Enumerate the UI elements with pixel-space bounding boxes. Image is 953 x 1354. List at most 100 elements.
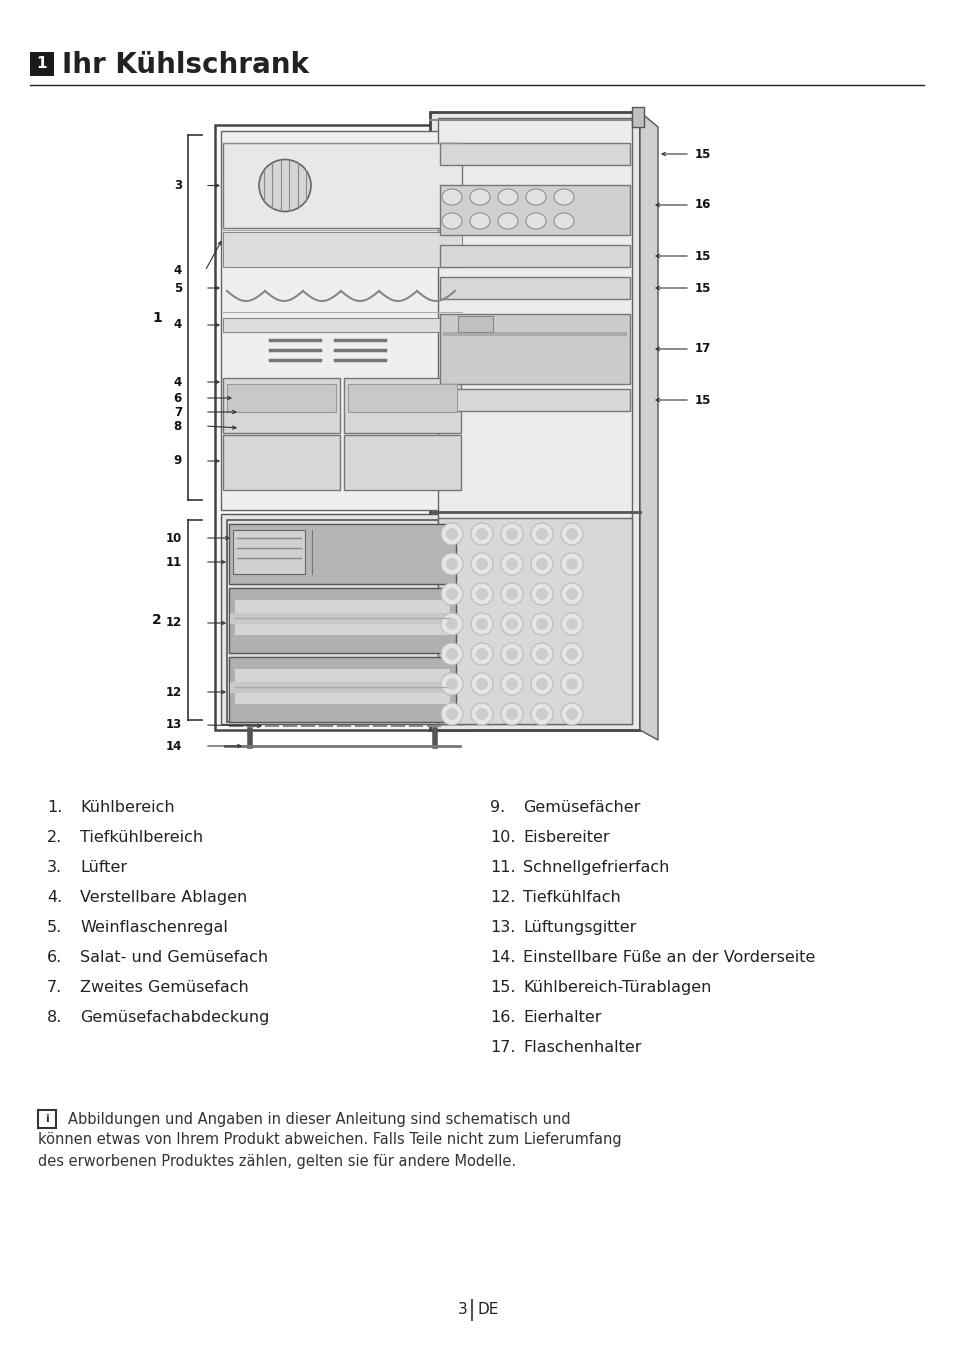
Bar xyxy=(229,524,456,584)
Circle shape xyxy=(440,552,462,575)
Bar xyxy=(344,378,460,433)
Text: Ihr Kühlschrank: Ihr Kühlschrank xyxy=(62,51,309,79)
Bar xyxy=(439,245,629,267)
Circle shape xyxy=(536,558,547,570)
Text: 16.: 16. xyxy=(490,1010,515,1025)
Bar xyxy=(227,520,457,722)
Text: Tiefkühlbereich: Tiefkühlbereich xyxy=(80,830,203,845)
Circle shape xyxy=(565,617,578,630)
Text: Zweites Gemüsefach: Zweites Gemüsefach xyxy=(80,980,249,995)
Text: 15: 15 xyxy=(695,394,711,406)
Text: 3.: 3. xyxy=(47,860,62,875)
Text: Tiefkühlfach: Tiefkühlfach xyxy=(522,890,620,904)
Circle shape xyxy=(440,523,462,546)
Text: 4.: 4. xyxy=(47,890,62,904)
Text: 13.: 13. xyxy=(490,919,515,936)
Circle shape xyxy=(505,558,517,570)
Circle shape xyxy=(440,584,462,605)
Circle shape xyxy=(560,523,582,546)
Bar xyxy=(223,144,461,227)
Circle shape xyxy=(536,708,547,720)
Circle shape xyxy=(565,708,578,720)
Circle shape xyxy=(476,649,488,659)
Circle shape xyxy=(560,703,582,724)
Circle shape xyxy=(500,613,522,635)
Ellipse shape xyxy=(497,190,517,204)
Text: 10: 10 xyxy=(166,532,182,544)
Circle shape xyxy=(500,552,522,575)
Circle shape xyxy=(440,613,462,635)
Circle shape xyxy=(471,523,493,546)
Ellipse shape xyxy=(441,213,461,229)
Circle shape xyxy=(505,528,517,540)
Text: Flaschenhalter: Flaschenhalter xyxy=(522,1040,640,1055)
Text: 8.: 8. xyxy=(47,1010,62,1025)
Text: 15: 15 xyxy=(695,148,711,161)
Text: Lüftungsgitter: Lüftungsgitter xyxy=(522,919,636,936)
Circle shape xyxy=(471,703,493,724)
Text: 9.: 9. xyxy=(490,800,505,815)
Bar xyxy=(223,232,461,267)
Text: Kühlbereich: Kühlbereich xyxy=(80,800,174,815)
Circle shape xyxy=(476,588,488,600)
Text: Gemüsefächer: Gemüsefächer xyxy=(522,800,639,815)
Circle shape xyxy=(536,528,547,540)
Bar xyxy=(437,118,631,724)
Bar xyxy=(223,435,339,490)
Circle shape xyxy=(565,649,578,659)
Circle shape xyxy=(440,643,462,665)
Text: 2.: 2. xyxy=(47,830,62,845)
Circle shape xyxy=(531,584,553,605)
Circle shape xyxy=(500,673,522,695)
Text: i: i xyxy=(45,1114,49,1124)
Bar xyxy=(223,378,339,433)
Text: 8: 8 xyxy=(173,420,182,432)
Ellipse shape xyxy=(554,213,574,229)
Bar xyxy=(439,185,629,236)
Ellipse shape xyxy=(525,190,545,204)
Text: 12: 12 xyxy=(166,616,182,630)
Ellipse shape xyxy=(441,190,461,204)
Circle shape xyxy=(476,708,488,720)
Text: 10.: 10. xyxy=(490,830,515,845)
Text: 9: 9 xyxy=(173,455,182,467)
Bar xyxy=(30,51,54,76)
Text: Verstellbare Ablagen: Verstellbare Ablagen xyxy=(80,890,247,904)
Circle shape xyxy=(531,643,553,665)
Text: 1.: 1. xyxy=(47,800,62,815)
Circle shape xyxy=(440,703,462,724)
Text: Schnellgefrierfach: Schnellgefrierfach xyxy=(522,860,669,875)
Bar xyxy=(439,389,629,412)
Text: 3: 3 xyxy=(457,1303,468,1317)
Text: 4: 4 xyxy=(173,318,182,332)
Ellipse shape xyxy=(525,213,545,229)
Circle shape xyxy=(531,703,553,724)
Circle shape xyxy=(505,617,517,630)
Bar xyxy=(233,529,305,574)
Circle shape xyxy=(476,528,488,540)
Circle shape xyxy=(565,528,578,540)
Circle shape xyxy=(505,588,517,600)
Bar xyxy=(234,669,450,704)
Text: Eierhalter: Eierhalter xyxy=(522,1010,601,1025)
Bar xyxy=(457,315,493,332)
Text: 15: 15 xyxy=(695,249,711,263)
Circle shape xyxy=(446,678,457,691)
Text: 17.: 17. xyxy=(490,1040,515,1055)
Bar xyxy=(227,385,335,412)
Bar xyxy=(38,1110,56,1128)
Circle shape xyxy=(471,673,493,695)
Circle shape xyxy=(565,588,578,600)
Text: können etwas von Ihrem Produkt abweichen. Falls Teile nicht zum Lieferumfang: können etwas von Ihrem Produkt abweichen… xyxy=(38,1132,621,1147)
Circle shape xyxy=(560,552,582,575)
Text: Gemüsefachabdeckung: Gemüsefachabdeckung xyxy=(80,1010,269,1025)
Bar xyxy=(214,125,470,730)
Text: 4: 4 xyxy=(173,264,182,278)
Circle shape xyxy=(446,558,457,570)
Bar xyxy=(631,107,643,127)
Text: 1: 1 xyxy=(152,310,162,325)
Text: 15: 15 xyxy=(695,282,711,295)
Text: 7: 7 xyxy=(173,405,182,418)
Bar xyxy=(439,314,629,385)
Ellipse shape xyxy=(470,190,490,204)
